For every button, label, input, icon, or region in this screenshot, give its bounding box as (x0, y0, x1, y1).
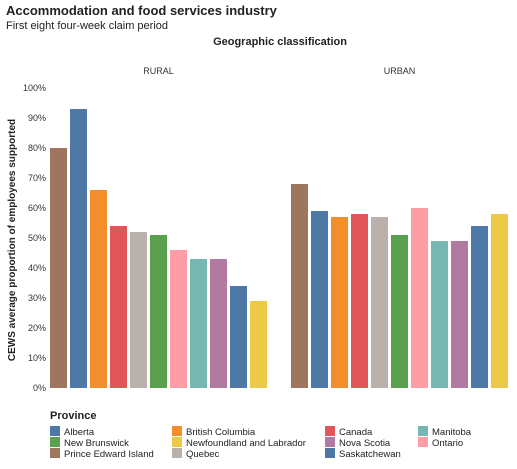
bar-rural-british-columbia (90, 190, 107, 388)
panel-label-rural: RURAL (143, 66, 174, 76)
y-axis-label: CEWS average proportion of employees sup… (7, 119, 18, 361)
y-tick-label: 80% (28, 143, 46, 153)
legend-item: Manitoba (418, 426, 471, 438)
column-header: Geographic classification (213, 36, 347, 48)
legend-label: Alberta (64, 427, 95, 438)
legend-label: Saskatchewan (339, 449, 401, 460)
bar-rural-new-brunswick (150, 235, 167, 388)
bar-urban-quebec (371, 217, 388, 388)
y-tick-label: 50% (28, 233, 46, 243)
bar-rural-canada (110, 226, 127, 388)
y-tick-label: 0% (33, 383, 46, 393)
chart-subtitle: First eight four-week claim period (6, 20, 169, 32)
legend-label: Nova Scotia (339, 438, 391, 449)
y-tick-label: 40% (28, 263, 46, 273)
bar-rural-manitoba (190, 259, 207, 388)
legend-swatch (418, 437, 428, 447)
y-tick-label: 90% (28, 113, 46, 123)
bar-urban-saskatchewan (471, 226, 488, 388)
legend-item: Ontario (418, 437, 463, 449)
legend-label: Ontario (432, 438, 464, 449)
bar-urban-british-columbia (331, 217, 348, 388)
legend-label: Canada (339, 427, 373, 438)
y-axis: 0% 10% 20% 30% 40% 50% 60% 70% 80% 90% 100% (23, 83, 46, 393)
bar-urban-alberta (311, 211, 328, 388)
legend-swatch (50, 437, 60, 447)
legend-label: British Columbia (186, 427, 256, 438)
legend-item: Alberta (50, 426, 94, 438)
legend-item: Newfoundland and Labrador (172, 437, 306, 449)
bar-urban-nova-scotia (451, 241, 468, 388)
bar-urban-manitoba (431, 241, 448, 388)
bar-urban-prince-edward-island (291, 184, 308, 388)
y-tick-label: 60% (28, 203, 46, 213)
bar-rural-alberta (70, 109, 87, 388)
bar-rural-saskatchewan (230, 286, 247, 388)
legend-item: Quebec (172, 448, 219, 460)
legend-swatch (325, 437, 335, 447)
bars (50, 109, 508, 388)
legend-title: Province (50, 410, 97, 422)
legend-label: Quebec (186, 449, 220, 460)
legend-item: Prince Edward Island (50, 448, 154, 460)
legend-swatch (50, 426, 60, 436)
legend-item: Nova Scotia (325, 437, 390, 449)
legend-label: New Brunswick (64, 438, 129, 449)
bar-rural-newfoundland-and-labrador (250, 301, 267, 388)
y-tick-label: 20% (28, 323, 46, 333)
bar-urban-new-brunswick (391, 235, 408, 388)
bar-rural-prince-edward-island (50, 148, 67, 388)
legend-swatch (172, 437, 182, 447)
y-tick-label: 100% (23, 83, 46, 93)
legend-item: Saskatchewan (325, 448, 401, 460)
bar-urban-newfoundland-and-labrador (491, 214, 508, 388)
y-tick-label: 30% (28, 293, 46, 303)
y-tick-label: 70% (28, 173, 46, 183)
legend-label: Manitoba (432, 427, 472, 438)
bar-urban-ontario (411, 208, 428, 388)
y-tick-label: 10% (28, 353, 46, 363)
legend-swatch (172, 448, 182, 458)
bar-rural-ontario (170, 250, 187, 388)
legend-swatch (172, 426, 182, 436)
panels: RURAL URBAN (143, 66, 415, 76)
legend-label: Newfoundland and Labrador (186, 438, 306, 449)
legend-swatch (325, 426, 335, 436)
legend-item: New Brunswick (50, 437, 129, 449)
chart-title: Accommodation and food services industry (6, 3, 277, 18)
bar-rural-nova-scotia (210, 259, 227, 388)
legend-label: Prince Edward Island (64, 449, 154, 460)
bar-chart: Geographic classification CEWS average p… (7, 36, 508, 393)
legend-swatch (418, 426, 428, 436)
panel-label-urban: URBAN (384, 66, 416, 76)
bar-urban-canada (351, 214, 368, 388)
bar-rural-quebec (130, 232, 147, 388)
legend-item: Canada (325, 426, 372, 438)
legend-swatch (50, 448, 60, 458)
legend-swatch (325, 448, 335, 458)
legend-item: British Columbia (172, 426, 255, 438)
